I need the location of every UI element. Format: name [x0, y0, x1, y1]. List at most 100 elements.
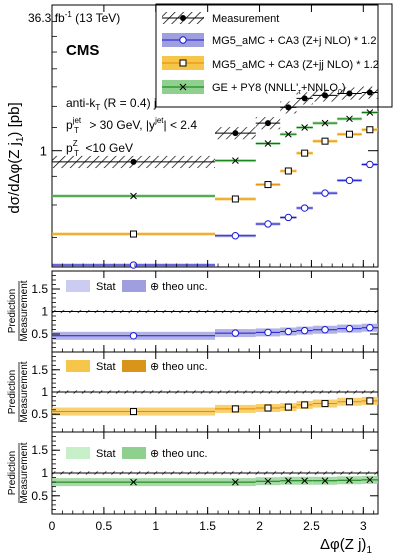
prediction-point	[366, 109, 374, 116]
ratio-point	[231, 329, 240, 337]
legend-mg5-j-label: MG5_aMC + CA3 (Z+j NLO) * 1.2	[212, 35, 376, 47]
ratio-legend-2: Stat ⊕ theo unc.	[66, 360, 208, 373]
xtick-label: 0	[49, 519, 56, 533]
prediction-point	[321, 189, 329, 197]
prediction-point	[345, 176, 354, 185]
prediction-point	[231, 232, 240, 240]
ratio-legend-2-stat: Stat	[96, 361, 116, 373]
ratio-legend-3: Stat ⊕ theo unc.	[66, 447, 208, 460]
measurement-point	[264, 120, 271, 127]
prediction-point	[366, 126, 374, 134]
axes: 0.5 1 1.5 0.5 1 1.5 0.5 1 1.5 1 0 0.5 1 1.5 2 2.5 3	[31, 5, 378, 533]
measurement-point	[130, 158, 137, 165]
prediction-point	[284, 167, 292, 175]
experiment-label: CMS	[66, 42, 99, 59]
ratio-legend-2-theo: ⊕ theo unc.	[150, 361, 208, 373]
ratio-point	[366, 324, 374, 332]
ratio-ytick-label: 0.5	[31, 327, 48, 341]
prediction-point	[231, 195, 239, 203]
ratio-point	[321, 326, 329, 334]
ratio-point	[321, 400, 329, 408]
ratio-1-ylabel-denominator: Measurement	[19, 280, 30, 341]
measurement-point	[285, 104, 292, 111]
main-ytick-label: 1	[40, 144, 47, 159]
ratio-point	[284, 477, 292, 485]
prediction-point	[321, 137, 329, 145]
legend-mg5-jj-label: MG5_aMC + CA3 (Z+jj NLO) * 1.2	[212, 59, 379, 71]
ratio-point	[232, 478, 239, 486]
ratio-point	[284, 327, 293, 336]
prediction-point	[130, 192, 137, 200]
prediction-point	[301, 149, 309, 157]
ratio-point	[129, 332, 138, 340]
ratio-3-ylabel: Prediction	[7, 451, 18, 495]
ratio-ytick-label: 1.5	[31, 363, 48, 377]
ratio-point	[301, 477, 309, 485]
prediction-point	[129, 261, 138, 269]
x-axis-title: Δφ(Z j)1	[320, 536, 372, 556]
ratio-1-ylabel: Prediction	[7, 289, 18, 333]
prediction-point	[301, 124, 309, 131]
prediction-point	[232, 157, 239, 164]
prediction-point	[130, 230, 137, 238]
prediction-point	[346, 115, 353, 123]
xtick-label: 2.5	[303, 519, 320, 533]
prediction-point	[264, 181, 272, 189]
ratio-ytick-label: 1.5	[31, 443, 48, 457]
ratio-legend-1: Stat ⊕ theo unc.	[66, 280, 208, 293]
ratio-point	[300, 326, 309, 335]
ratio-legend-1-stat: Stat	[96, 281, 116, 293]
legend-measurement-label: Measurement	[212, 13, 279, 25]
main-panel-frame	[51, 4, 379, 268]
measurement-point	[232, 130, 239, 137]
main-ylabel: dσ/dΔφ(Z j1) [pb]	[6, 102, 26, 213]
selection-line2: pjet T > 30 GeV, |yjet| < 2.4	[66, 116, 197, 135]
ratio-point	[345, 398, 353, 406]
prediction-point	[300, 204, 309, 212]
measurement-point	[322, 92, 329, 99]
lumi-label: 36.3 fb-1 (13 TeV)	[28, 10, 120, 25]
ratio-ytick-label: 0.5	[31, 489, 48, 503]
ratio-ytick-label: 0.5	[31, 407, 48, 421]
ratio-point	[321, 477, 329, 485]
ratio-point	[366, 397, 374, 405]
ratio-point	[264, 477, 272, 485]
main-plot	[52, 86, 378, 269]
ratio-legend-3-theo: ⊕ theo unc.	[150, 448, 208, 460]
ratio-point	[284, 403, 292, 411]
ratio-point	[366, 476, 374, 484]
measurement-point	[346, 90, 353, 97]
ratio-legend-1-theo: ⊕ theo unc.	[150, 281, 208, 293]
ratio-point	[130, 478, 137, 486]
xtick-label: 0.5	[96, 519, 113, 533]
ratio-point	[264, 328, 272, 337]
prediction-point	[345, 130, 353, 138]
prediction-point	[264, 220, 272, 228]
ratio-ytick-label: 1	[41, 305, 48, 319]
ratio-point	[264, 404, 272, 412]
ratio-plots	[52, 309, 378, 487]
selection-line1: anti-kT (R = 0.4) jets	[66, 96, 173, 112]
ratio-2-ylabel: Prediction	[7, 370, 18, 414]
ratio-ytick-label: 1	[41, 466, 48, 480]
selection-line3: pZ T <10 GeV	[66, 139, 133, 158]
prediction-point	[366, 160, 374, 169]
ratio-point	[301, 401, 309, 409]
prediction-point	[264, 140, 272, 147]
ratio-point	[130, 408, 137, 416]
prediction-point	[321, 119, 329, 127]
xtick-label: 2	[256, 519, 263, 533]
ratio-ytick-label: 1.5	[31, 282, 48, 296]
ratio-point	[231, 405, 239, 413]
xtick-label: 1	[152, 519, 159, 533]
ratio-point	[346, 476, 353, 484]
ratio-2-ylabel-denominator: Measurement	[19, 361, 30, 422]
ratio-legend-3-stat: Stat	[96, 448, 116, 460]
xtick-label: 1.5	[199, 519, 216, 533]
prediction-point	[284, 213, 293, 222]
ratio-3-ylabel-denominator: Measurement	[19, 442, 30, 503]
xtick-label: 3	[360, 519, 367, 533]
measurement-point	[366, 89, 373, 96]
prediction-point	[284, 130, 292, 138]
